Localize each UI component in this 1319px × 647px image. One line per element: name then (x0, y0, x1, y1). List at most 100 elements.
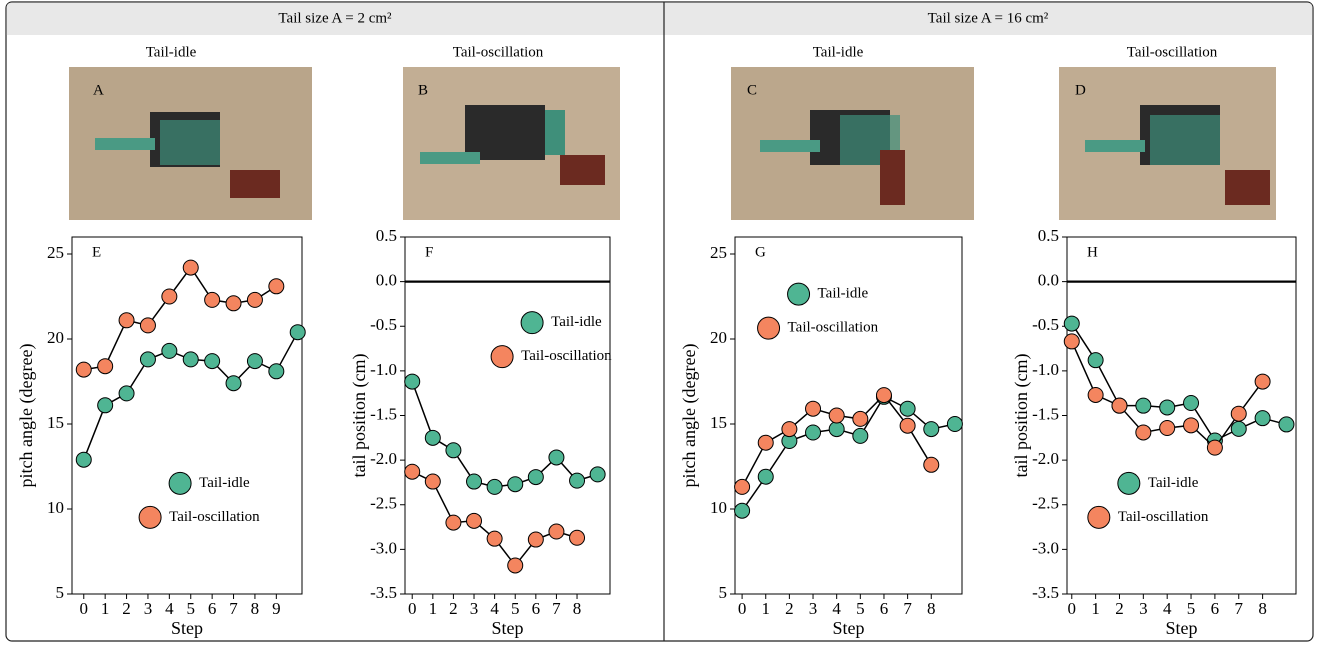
legend-label: Tail-idle (818, 286, 869, 302)
data-point (182, 351, 199, 368)
legend-label: Tail-oscillation (1118, 509, 1209, 525)
y-tick-label: 5 (56, 583, 65, 602)
x-tick-label: 6 (880, 599, 889, 618)
photo (1059, 67, 1276, 220)
data-point (486, 478, 503, 495)
legend-marker (490, 345, 514, 369)
photo (69, 67, 312, 220)
legend-marker (520, 311, 544, 335)
data-point (527, 531, 544, 548)
legend-label: Tail-idle (551, 314, 602, 330)
column-title: Tail-idle (146, 44, 197, 60)
data-point (75, 361, 92, 378)
x-tick-label: 0 (738, 599, 747, 618)
data-point (923, 456, 940, 473)
data-point (589, 466, 606, 483)
panel-label: G (755, 244, 766, 260)
x-tick-label: 6 (532, 599, 541, 618)
y-tick-label: 0.0 (1038, 271, 1059, 290)
y-tick-label: -3.0 (370, 538, 397, 557)
data-point (1183, 417, 1200, 434)
x-tick-label: 1 (429, 599, 438, 618)
data-point (734, 478, 751, 495)
data-point (445, 442, 462, 459)
y-tick-label: -0.5 (370, 315, 397, 334)
x-tick-label: 9 (272, 599, 281, 618)
data-point (246, 291, 263, 308)
data-point (246, 353, 263, 370)
x-tick-label: 6 (1211, 599, 1220, 618)
x-tick-label: 3 (1139, 599, 1148, 618)
y-tick-label: -1.5 (370, 404, 397, 423)
data-point (486, 530, 503, 547)
data-point (404, 373, 421, 390)
legend-marker (787, 282, 811, 306)
data-point (805, 400, 822, 417)
y-tick-label: -2.5 (370, 494, 397, 513)
data-point (97, 358, 114, 375)
y-tick-label: 20 (47, 328, 64, 347)
data-point (852, 410, 869, 427)
data-point (852, 427, 869, 444)
x-tick-label: 6 (208, 599, 217, 618)
x-tick-label: 5 (856, 599, 865, 618)
data-point (1111, 397, 1128, 414)
outer-frame (5, 1, 1314, 642)
data-point (946, 416, 963, 432)
y-tick-label: -0.5 (1032, 315, 1059, 334)
x-tick-label: 1 (101, 599, 110, 618)
data-point (507, 557, 524, 574)
data-point (828, 421, 845, 438)
header-band (6, 2, 1313, 36)
header: Tail size A = 16 cm² (928, 10, 1049, 26)
panel-label: E (92, 244, 101, 260)
y-tick-label: -1.5 (1032, 404, 1059, 423)
data-point (734, 502, 751, 519)
x-tick-label: 8 (251, 599, 260, 618)
data-point (289, 324, 306, 341)
y-tick-label: -1.0 (370, 360, 397, 379)
data-point (548, 523, 565, 540)
data-point (1135, 397, 1152, 414)
data-point (118, 385, 135, 402)
x-tick-label: 2 (449, 599, 458, 618)
data-point (899, 417, 916, 434)
data-point (1230, 420, 1247, 437)
x-tick-label: 0 (80, 599, 89, 618)
legend-label: Tail-oscillation (169, 509, 260, 525)
series-line (1071, 323, 1287, 442)
legend-label: Tail-oscillation (788, 320, 879, 336)
data-point (1063, 315, 1080, 332)
y-tick-label: 0.0 (376, 271, 397, 290)
y-tick-label: 5 (719, 583, 728, 602)
y-tick-label: 15 (710, 413, 727, 432)
x-tick-label: 3 (144, 599, 153, 618)
x-tick-label: 8 (927, 599, 936, 618)
legend-label: Tail-idle (199, 475, 250, 491)
data-point (1230, 405, 1247, 422)
legend-marker (168, 471, 192, 495)
x-tick-label: 8 (1258, 599, 1267, 618)
data-point (204, 291, 221, 308)
data-point (781, 421, 798, 438)
data-point (757, 434, 774, 451)
data-point (75, 451, 92, 468)
x-tick-label: 2 (122, 599, 131, 618)
x-axis-label: Step (832, 618, 864, 638)
column-title: Tail-oscillation (1127, 44, 1218, 60)
data-point (97, 397, 114, 414)
data-point (1159, 399, 1176, 416)
data-point (1063, 333, 1080, 350)
data-point (139, 317, 156, 334)
data-point (1278, 416, 1295, 433)
x-tick-label: 0 (408, 599, 417, 618)
y-axis-label: tail position (cm) (349, 354, 370, 478)
data-point (161, 288, 178, 305)
x-tick-label: 0 (1068, 599, 1077, 618)
data-point (1159, 419, 1176, 436)
x-tick-label: 7 (1235, 599, 1244, 618)
data-point (923, 421, 940, 438)
photo (731, 67, 974, 220)
data-point (548, 449, 565, 466)
